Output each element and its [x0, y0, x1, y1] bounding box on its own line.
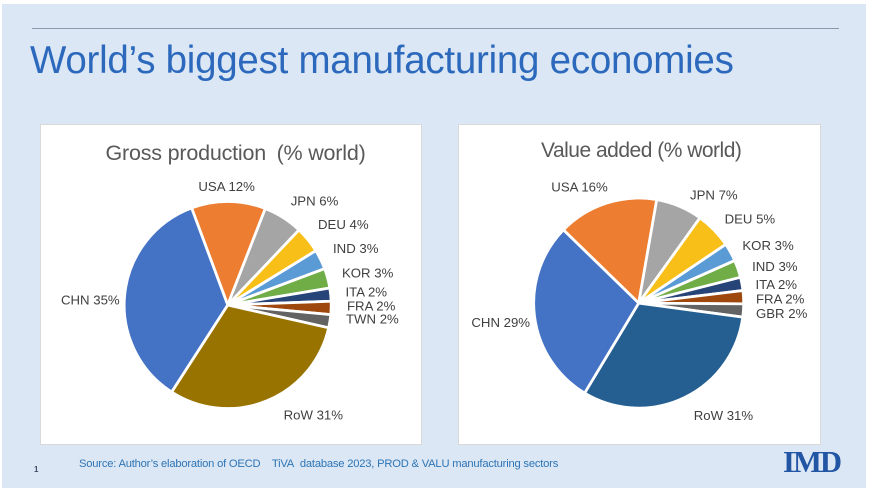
svg-text:RoW 31%: RoW 31%	[694, 408, 754, 423]
svg-text:IND 3%: IND 3%	[752, 259, 798, 274]
svg-text:CHN 29%: CHN 29%	[471, 315, 530, 330]
svg-text:USA 16%: USA 16%	[551, 179, 608, 194]
svg-text:ITA 2%: ITA 2%	[756, 277, 798, 292]
svg-text:Gross production (% world): Gross production (% world)	[106, 141, 366, 165]
svg-text:CHN 35%: CHN 35%	[61, 292, 120, 307]
svg-text:FRA 2%: FRA 2%	[756, 292, 805, 307]
svg-text:IND 3%: IND 3%	[333, 241, 379, 256]
svg-text:RoW 31%: RoW 31%	[284, 407, 344, 422]
svg-text:JPN 6%: JPN 6%	[291, 194, 339, 209]
svg-text:FRA 2%: FRA 2%	[347, 299, 396, 314]
svg-text:GBR 2%: GBR 2%	[756, 306, 808, 321]
svg-text:Value added (% world): Value added (% world)	[541, 139, 741, 162]
svg-text:ITA 2%: ITA 2%	[346, 285, 388, 300]
svg-text:DEU 4%: DEU 4%	[318, 217, 369, 232]
svg-text:KOR 3%: KOR 3%	[742, 238, 794, 253]
svg-text:JPN 7%: JPN 7%	[690, 187, 738, 202]
svg-text:DEU 5%: DEU 5%	[725, 212, 776, 227]
svg-text:KOR 3%: KOR 3%	[342, 266, 394, 281]
svg-text:USA 12%: USA 12%	[198, 179, 255, 194]
svg-text:TWN 2%: TWN 2%	[346, 311, 399, 326]
